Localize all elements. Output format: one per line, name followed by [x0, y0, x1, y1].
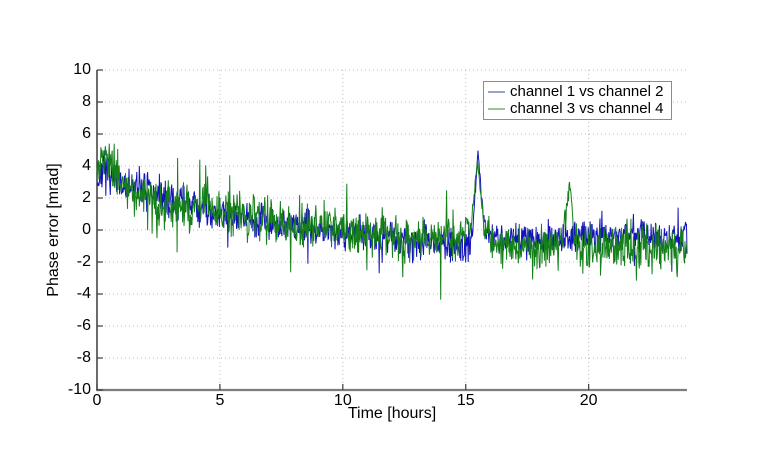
y-tick-label-8: 8: [82, 93, 91, 110]
legend-line-sample-blue: [488, 91, 505, 93]
y-tick-label--6: -6: [76, 317, 91, 334]
y-tick-label-0: 0: [82, 221, 91, 238]
legend-label-ch3-vs-ch4: channel 3 vs channel 4: [510, 100, 664, 117]
legend-entry-ch1-vs-ch2: channel 1 vs channel 2: [488, 84, 668, 100]
y-tick-label-4: 4: [82, 157, 91, 174]
legend-label-ch1-vs-ch2: channel 1 vs channel 2: [510, 83, 664, 100]
y-tick-label--4: -4: [76, 285, 91, 302]
legend: channel 1 vs channel 2 channel 3 vs chan…: [483, 81, 672, 120]
y-tick-label-2: 2: [82, 189, 91, 206]
x-tick-label-15: 15: [456, 392, 475, 409]
x-tick-label-5: 5: [215, 392, 225, 409]
y-axis-label: Phase error [mrad]: [45, 163, 62, 297]
x-tick-label-20: 20: [579, 392, 598, 409]
y-tick-label-10: 10: [73, 61, 91, 78]
x-axis-label: Time [hours]: [347, 405, 437, 422]
y-tick-label--8: -8: [76, 349, 91, 366]
x-tick-label-0: 0: [92, 392, 102, 409]
y-tick-label-6: 6: [82, 125, 91, 142]
y-tick-label--10: -10: [67, 381, 91, 398]
x-tick-label-10: 10: [333, 392, 352, 409]
y-tick-label--2: -2: [76, 253, 91, 270]
legend-entry-ch3-vs-ch4: channel 3 vs channel 4: [488, 101, 668, 117]
legend-line-sample-green: [488, 108, 505, 110]
